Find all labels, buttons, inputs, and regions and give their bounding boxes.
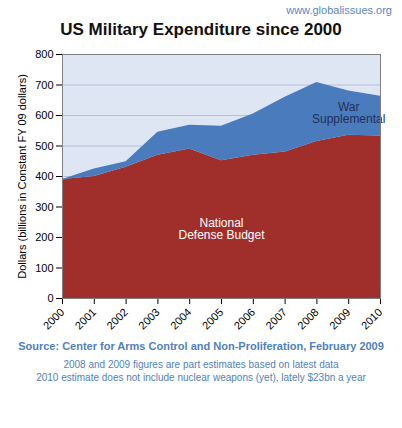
svg-text:NationalDefense Budget: NationalDefense Budget [178,216,265,242]
svg-text:2002: 2002 [104,306,130,332]
svg-text:500: 500 [35,140,53,152]
svg-text:2005: 2005 [200,306,226,332]
svg-text:2004: 2004 [168,306,194,332]
svg-text:300: 300 [35,201,53,213]
html-text:2008 and 2009 figures are part: 2008 and 2009 figures are part estimates… [63,359,339,370]
html-text:Source: Center for Arms Contro: Source: Center for Arms Control and Non-… [18,340,384,352]
svg-text:Dollars (billions in Constant: Dollars (billions in Constant FY 09 doll… [16,74,28,279]
svg-text:2009: 2009 [327,306,353,332]
svg-text:2010: 2010 [359,306,385,332]
html-text:www.globalissues.org: www.globalissues.org [286,4,392,16]
svg-text:600: 600 [35,109,53,121]
svg-text:100: 100 [35,262,53,274]
svg-text:200: 200 [35,231,53,243]
svg-text:2001: 2001 [72,306,98,332]
svg-text:2003: 2003 [136,306,162,332]
html-text:US Military Expenditure since: US Military Expenditure since 2000 [60,20,342,39]
svg-text:0: 0 [47,292,53,304]
svg-text:WarSupplemental: WarSupplemental [312,100,385,126]
svg-text:2000: 2000 [41,306,67,332]
html-text:2010 estimate does not include: 2010 estimate does not include nuclear w… [36,372,366,383]
svg-text:2007: 2007 [263,306,289,332]
svg-text:800: 800 [35,48,53,60]
svg-text:2006: 2006 [231,306,257,332]
svg-text:400: 400 [35,170,53,182]
svg-text:700: 700 [35,79,53,91]
svg-text:2008: 2008 [295,306,321,332]
